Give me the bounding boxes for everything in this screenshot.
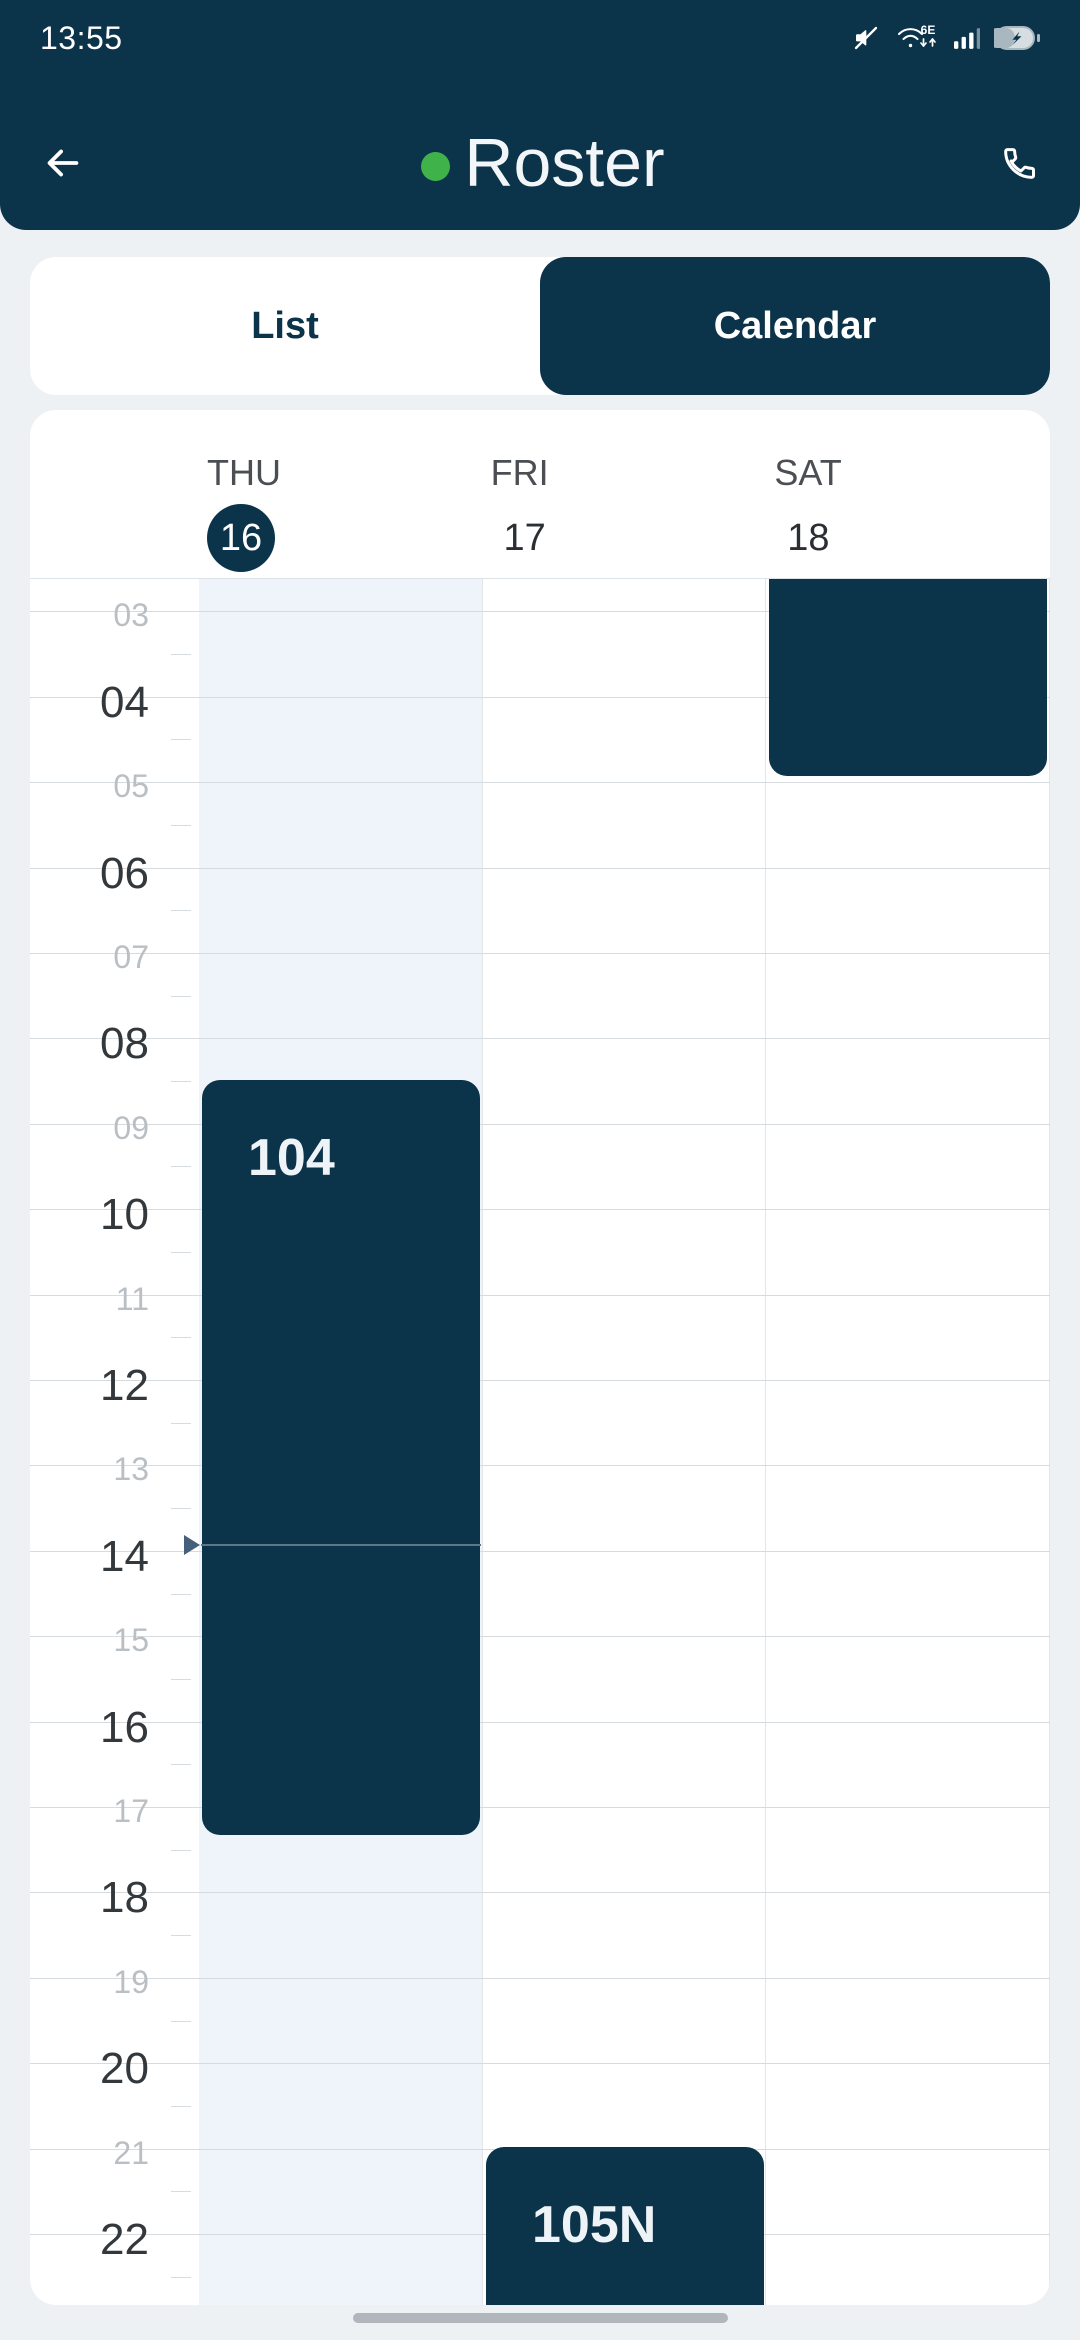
svg-text:6E: 6E [921,23,936,37]
